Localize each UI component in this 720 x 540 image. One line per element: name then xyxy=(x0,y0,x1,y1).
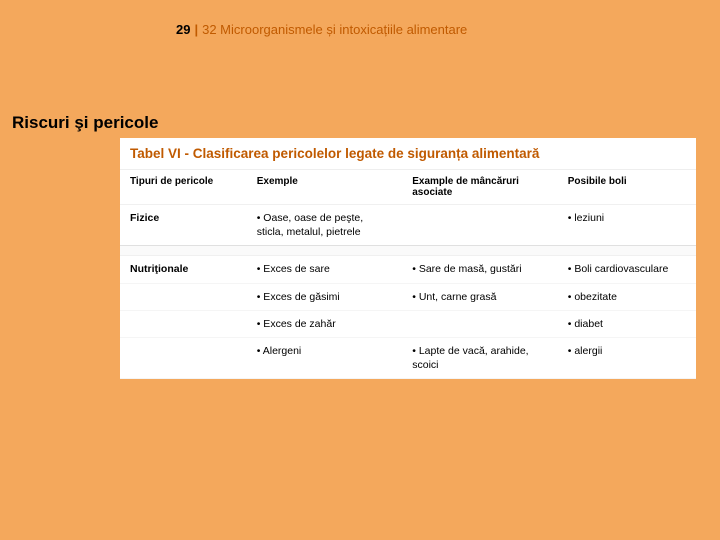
table-row: • Alergeni• Lapte de vacă, arahide, scoi… xyxy=(120,337,696,378)
content-block: Tabel VI - Clasificarea pericolelor lega… xyxy=(120,138,696,379)
col-header-type: Tipuri de pericole xyxy=(120,170,247,205)
table-row: • Exces de găsimi• Unt, carne grasă• obe… xyxy=(120,283,696,310)
col-header-diseases: Posibile boli xyxy=(558,170,696,205)
table-body: Fizice• Oase, oase de peşte, sticla, met… xyxy=(120,205,696,379)
table-spacer xyxy=(120,246,696,256)
table-row: • Exces de zahăr • diabet xyxy=(120,310,696,337)
section-heading: Riscuri şi pericole xyxy=(12,112,158,133)
cell-type xyxy=(120,310,247,337)
cell-type xyxy=(120,337,247,378)
chapter-title: 32 Microorganismele și intoxicațiile ali… xyxy=(202,22,467,37)
cell-food: • Unt, carne grasă xyxy=(402,283,558,310)
table-row: Nutriţionale• Exces de sare• Sare de mas… xyxy=(120,256,696,283)
cell-type xyxy=(120,283,247,310)
cell-disease: • obezitate xyxy=(558,283,696,310)
page-header: 29 | 32 Microorganismele și intoxicațiil… xyxy=(0,0,720,37)
table-row: Fizice• Oase, oase de peşte, sticla, met… xyxy=(120,205,696,246)
cell-example: • Exces de zahăr xyxy=(247,310,403,337)
cell-example: • Exces de sare xyxy=(247,256,403,283)
hazard-table: Tipuri de pericole Exemple Example de mâ… xyxy=(120,170,696,379)
cell-example: • Oase, oase de peşte, sticla, metalul, … xyxy=(247,205,403,246)
cell-disease: • diabet xyxy=(558,310,696,337)
cell-example: • Alergeni xyxy=(247,337,403,378)
col-header-examples: Exemple xyxy=(247,170,403,205)
cell-food: • Sare de masă, gustări xyxy=(402,256,558,283)
cell-type: Nutriţionale xyxy=(120,256,247,283)
cell-food: • Lapte de vacă, arahide, scoici xyxy=(402,337,558,378)
page-number: 29 xyxy=(176,22,190,37)
cell-food xyxy=(402,205,558,246)
cell-disease: • Boli cardiovasculare xyxy=(558,256,696,283)
cell-disease: • alergii xyxy=(558,337,696,378)
header-separator: | xyxy=(194,22,198,37)
col-header-foods: Example de mâncăruri asociate xyxy=(402,170,558,205)
cell-food xyxy=(402,310,558,337)
page: 29 | 32 Microorganismele și intoxicațiil… xyxy=(0,0,720,540)
cell-example: • Exces de găsimi xyxy=(247,283,403,310)
cell-disease: • leziuni xyxy=(558,205,696,246)
cell-type: Fizice xyxy=(120,205,247,246)
table-title: Tabel VI - Clasificarea pericolelor lega… xyxy=(120,138,696,170)
